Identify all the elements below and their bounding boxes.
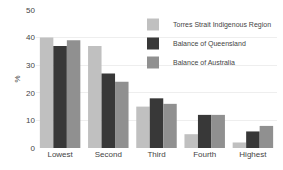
svg-text:0: 0 <box>31 144 36 153</box>
svg-text:Third: Third <box>147 150 165 159</box>
svg-text:%: % <box>13 75 22 82</box>
svg-text:Lowest: Lowest <box>47 150 73 159</box>
svg-text:Fourth: Fourth <box>193 150 216 159</box>
svg-text:50: 50 <box>26 6 35 15</box>
svg-text:40: 40 <box>26 33 35 42</box>
svg-text:30: 30 <box>26 61 35 70</box>
svg-text:Balance of Australia: Balance of Australia <box>173 59 235 66</box>
svg-text:Second: Second <box>95 150 122 159</box>
svg-text:10: 10 <box>26 116 35 125</box>
svg-text:Highest: Highest <box>239 150 267 159</box>
svg-text:Balance of Queensland: Balance of Queensland <box>173 40 246 48</box>
svg-text:20: 20 <box>26 89 35 98</box>
svg-text:Torres Strait Indigenous Regio: Torres Strait Indigenous Region <box>173 21 271 29</box>
